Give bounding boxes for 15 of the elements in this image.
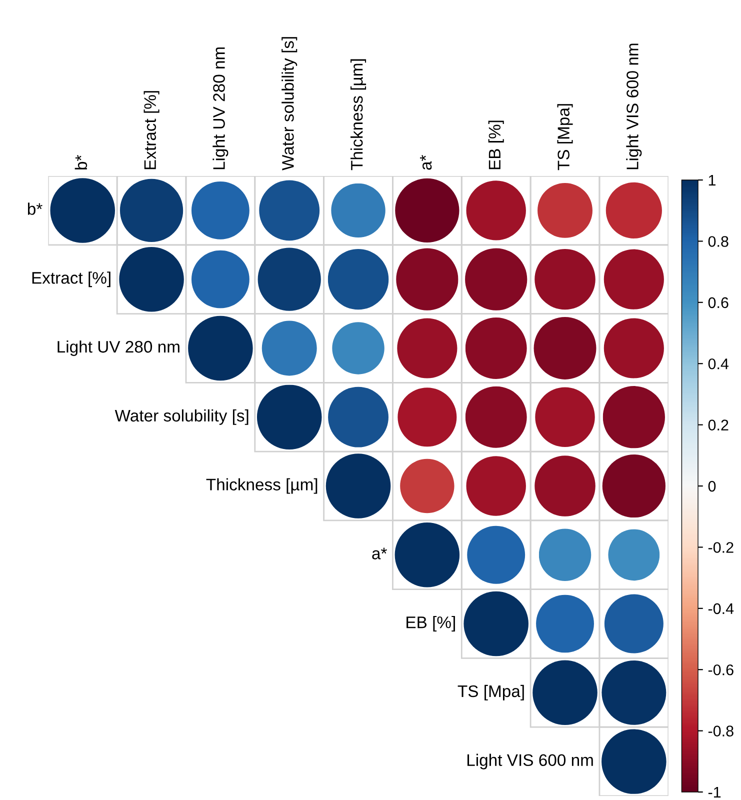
x-tick-label: TS [Mpa]	[557, 104, 573, 170]
color-bar-label: -0.4	[708, 603, 734, 614]
color-bar-label: 0.6	[708, 297, 728, 308]
color-bar-label: 0.4	[708, 358, 729, 370]
color-bar-label: 0	[708, 480, 716, 492]
color-bar-label: 0.2	[708, 420, 728, 430]
color-bar-label: -1	[708, 787, 721, 798]
color-bar-label: 1	[708, 175, 716, 186]
x-tick-label: a*	[420, 154, 432, 170]
color-bar-label: 0.8	[708, 236, 728, 247]
color-bar-label: -0.2	[708, 542, 734, 553]
color-bar-label: -0.8	[708, 726, 734, 736]
x-tick-label: b*	[74, 154, 88, 170]
x-tick-label: Light VIS 600 nm	[626, 44, 642, 170]
color-bar-label: -0.6	[708, 664, 734, 676]
